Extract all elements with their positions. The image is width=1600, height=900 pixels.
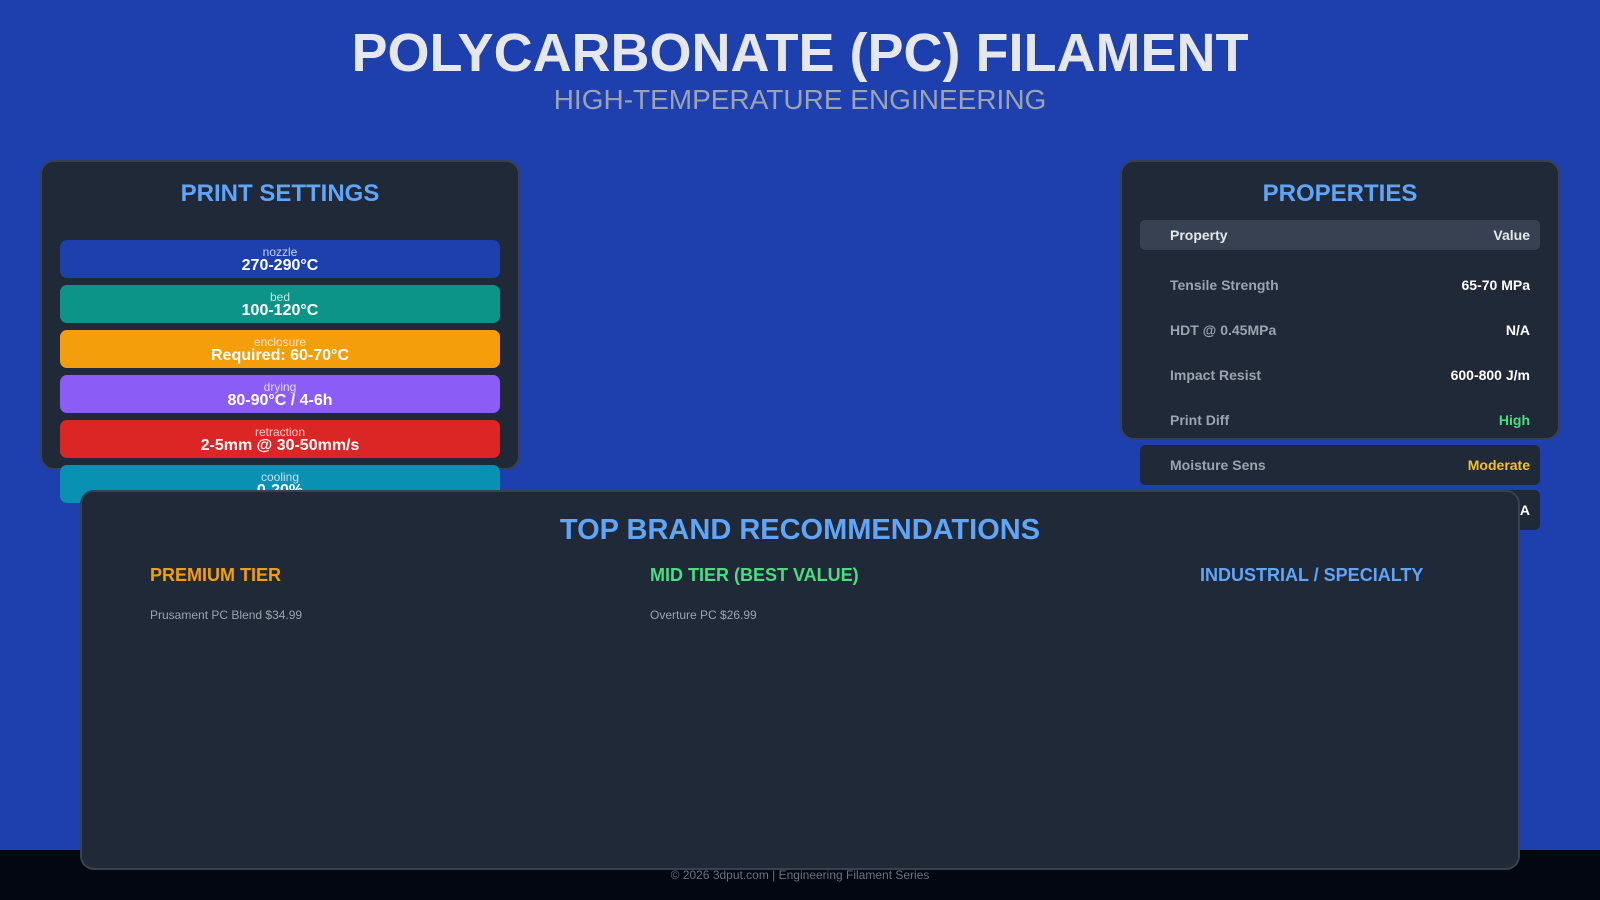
- property-key: Print Diff: [1170, 412, 1230, 428]
- setting-label: cooling: [260, 470, 300, 484]
- property-row: Impact Resist 600-800 J/m: [1140, 355, 1540, 395]
- setting-value: 2-5mm @ 30-50mm/s: [200, 437, 360, 454]
- setting-bed: bed 100-120°C: [60, 285, 500, 323]
- property-value: A: [1519, 502, 1530, 518]
- brand-item: Overture PC $26.99: [650, 608, 757, 622]
- property-value: Moderate: [1467, 457, 1530, 473]
- page-subtitle: HIGH-TEMPERATURE ENGINEERING: [553, 84, 1047, 115]
- setting-value: 270-290°C: [241, 257, 319, 274]
- brand-item: Prusament PC Blend $34.99: [150, 608, 303, 622]
- property-key: HDT @ 0.45MPa: [1170, 322, 1277, 338]
- property-column-header: Property: [1170, 227, 1228, 243]
- setting-label: retraction: [254, 425, 306, 439]
- properties-header-row: Property Value: [1140, 220, 1540, 250]
- property-row: HDT @ 0.45MPa N/A: [1140, 310, 1540, 350]
- setting-value: Required: 60-70°C: [211, 347, 349, 364]
- brands-title: TOP BRAND RECOMMENDATIONS: [559, 514, 1041, 546]
- page-title: POLYCARBONATE (PC) FILAMENT: [351, 23, 1249, 83]
- tier-heading: INDUSTRIAL / SPECIALTY: [1200, 565, 1424, 585]
- tier-heading: MID TIER (BEST VALUE): [650, 565, 859, 585]
- setting-retraction: retraction 2-5mm @ 30-50mm/s: [60, 420, 500, 458]
- property-row: Moisture Sens Moderate: [1140, 445, 1540, 485]
- setting-value: 80-90°C / 4-6h: [227, 392, 333, 409]
- property-value: High: [1498, 412, 1530, 428]
- setting-drying: drying 80-90°C / 4-6h: [60, 375, 500, 413]
- value-column-header: Value: [1493, 227, 1530, 243]
- tier-heading: PREMIUM TIER: [150, 565, 282, 585]
- setting-label: bed: [269, 290, 291, 304]
- property-row: Print Diff High: [1140, 400, 1540, 440]
- setting-nozzle: nozzle 270-290°C: [60, 240, 500, 278]
- properties-title: PROPERTIES: [1262, 180, 1418, 207]
- print-settings-title: PRINT SETTINGS: [180, 180, 380, 207]
- setting-label: enclosure: [253, 335, 307, 349]
- property-key: Moisture Sens: [1170, 457, 1266, 473]
- setting-label: drying: [263, 380, 297, 394]
- property-value: 65-70 MPa: [1461, 277, 1530, 293]
- properties-panel: PROPERTIES: [1120, 160, 1560, 440]
- property-key: Tensile Strength: [1170, 277, 1279, 293]
- property-value: N/A: [1505, 322, 1530, 338]
- property-row: Tensile Strength 65-70 MPa: [1140, 265, 1540, 305]
- setting-label: nozzle: [262, 245, 298, 259]
- brands-panel: TOP BRAND RECOMMENDATIONS: [80, 490, 1520, 870]
- property-key: Impact Resist: [1170, 367, 1262, 383]
- property-value: 600-800 J/m: [1450, 367, 1530, 383]
- setting-value: 100-120°C: [241, 302, 319, 319]
- setting-enclosure: enclosure Required: 60-70°C: [60, 330, 500, 368]
